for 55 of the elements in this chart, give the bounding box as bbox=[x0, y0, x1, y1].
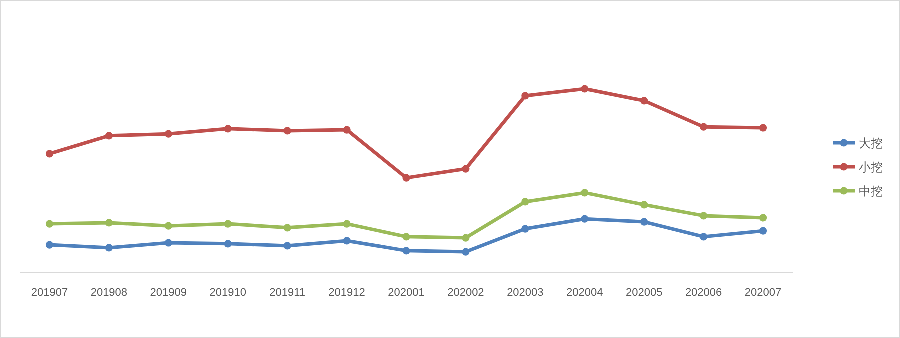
point bbox=[402, 233, 410, 241]
point bbox=[581, 215, 589, 223]
point bbox=[343, 237, 351, 245]
point bbox=[700, 123, 708, 131]
point bbox=[640, 218, 648, 226]
point bbox=[402, 174, 410, 182]
x-tick-label: 202005 bbox=[626, 287, 663, 299]
x-tick-label: 201908 bbox=[90, 287, 128, 299]
legend-label: 大挖 bbox=[859, 136, 883, 150]
x-tick-label: 202004 bbox=[566, 287, 604, 299]
point bbox=[164, 130, 172, 138]
point bbox=[759, 227, 768, 235]
point bbox=[105, 219, 113, 227]
point bbox=[343, 126, 351, 134]
point bbox=[522, 198, 530, 206]
x-tick-label: 202002 bbox=[448, 287, 484, 299]
x-tick-label: 201912 bbox=[328, 287, 366, 299]
point bbox=[224, 220, 232, 228]
legend-label: 小挖 bbox=[859, 160, 883, 174]
point bbox=[343, 220, 351, 228]
x-tick-label: 202007 bbox=[744, 287, 782, 299]
point bbox=[46, 220, 54, 228]
point bbox=[284, 242, 292, 250]
point bbox=[46, 150, 54, 158]
point bbox=[224, 240, 232, 248]
x-tick-label: 201911 bbox=[270, 287, 306, 299]
point bbox=[284, 224, 292, 232]
x-tick-label: 201907 bbox=[31, 287, 68, 299]
point bbox=[105, 244, 113, 252]
point bbox=[759, 214, 768, 222]
point bbox=[164, 239, 172, 247]
x-tick-label: 202001 bbox=[388, 287, 425, 299]
x-tick-label: 201909 bbox=[150, 287, 188, 299]
x-tick-label: 202003 bbox=[507, 287, 544, 299]
point bbox=[402, 247, 410, 255]
point bbox=[700, 233, 708, 241]
point bbox=[640, 201, 648, 209]
x-tick-label: 202006 bbox=[685, 287, 722, 299]
point bbox=[105, 132, 113, 140]
x-tick-label: 201910 bbox=[210, 287, 246, 299]
point bbox=[759, 124, 768, 132]
point bbox=[224, 125, 232, 133]
point bbox=[462, 234, 470, 242]
point bbox=[640, 97, 648, 105]
legend-label: 中挖 bbox=[859, 184, 883, 198]
point bbox=[581, 85, 589, 93]
point bbox=[581, 189, 589, 197]
point bbox=[522, 225, 530, 233]
point bbox=[284, 127, 292, 135]
point bbox=[700, 212, 708, 220]
point bbox=[164, 222, 172, 230]
point bbox=[46, 241, 54, 249]
point bbox=[522, 92, 530, 100]
point bbox=[462, 248, 470, 256]
point bbox=[462, 165, 470, 173]
